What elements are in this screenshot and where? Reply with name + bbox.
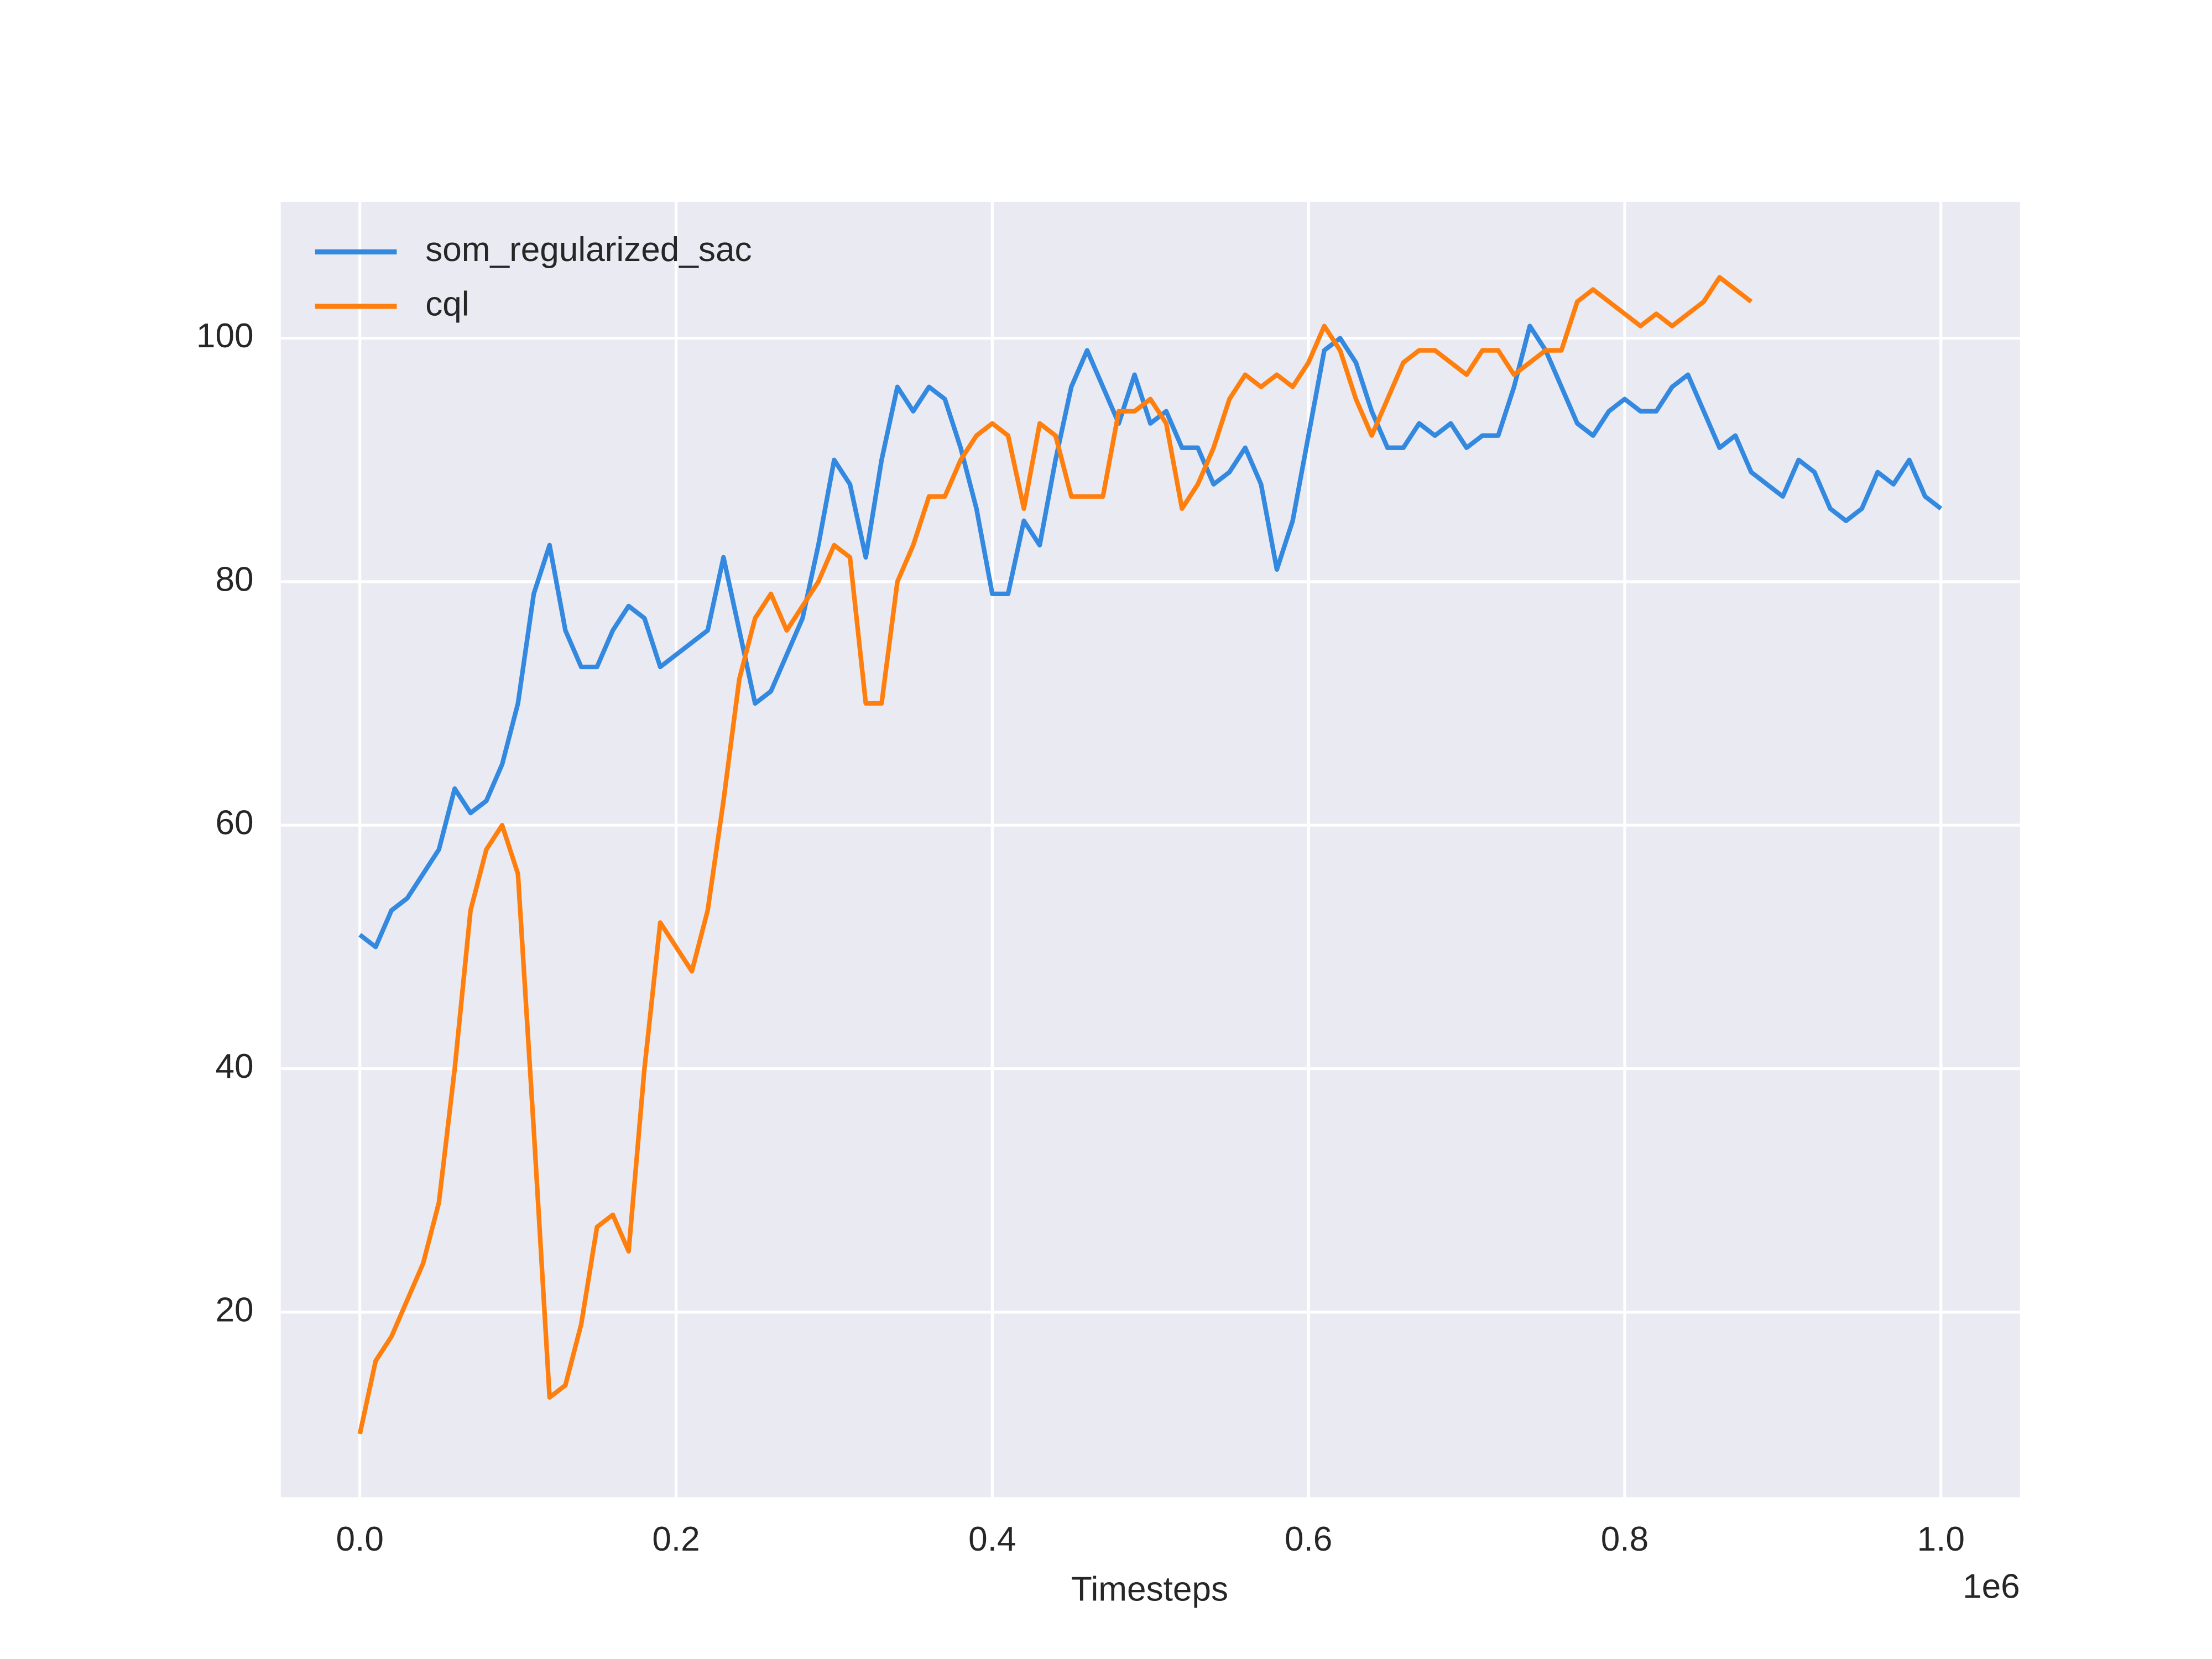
legend-label: som_regularized_sac [425, 231, 752, 269]
y-tick-label: 20 [215, 1291, 253, 1329]
y-tick-label: 80 [215, 560, 253, 598]
x-offset-label: 1e6 [1963, 1568, 2020, 1606]
x-tick-label: 0.2 [652, 1520, 700, 1558]
series-line [357, 275, 1753, 1434]
series-line [358, 324, 1943, 950]
x-axis-label: Timesteps [1071, 1571, 1228, 1609]
x-tick-label: 0.8 [1601, 1520, 1648, 1558]
legend-label: cql [425, 285, 469, 323]
x-tick-label: 1.0 [1917, 1520, 1965, 1558]
x-tick-label: 0.4 [968, 1520, 1016, 1558]
x-tick-label: 0.0 [336, 1520, 384, 1558]
y-tick-label: 100 [196, 317, 254, 355]
y-tick-label: 60 [215, 804, 253, 842]
x-tick-label: 0.6 [1285, 1520, 1332, 1558]
plot-area [280, 201, 2020, 1498]
y-tick-label: 40 [215, 1047, 253, 1086]
